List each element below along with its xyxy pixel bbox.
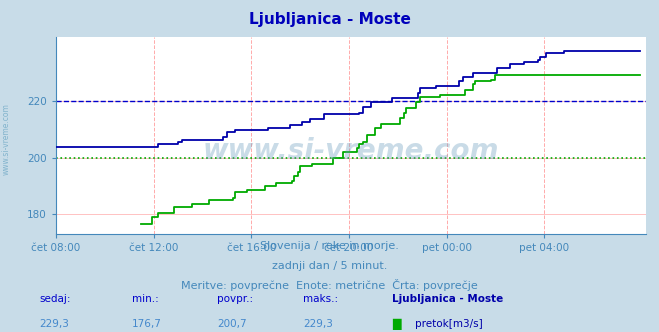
Text: Ljubljanica - Moste: Ljubljanica - Moste: [392, 294, 503, 304]
Text: min.:: min.:: [132, 294, 159, 304]
Text: 176,7: 176,7: [132, 319, 161, 329]
Text: Ljubljanica - Moste: Ljubljanica - Moste: [248, 12, 411, 27]
Text: sedaj:: sedaj:: [40, 294, 71, 304]
Text: pretok[m3/s]: pretok[m3/s]: [415, 319, 483, 329]
Text: maks.:: maks.:: [303, 294, 338, 304]
Text: Slovenija / reke in morje.: Slovenija / reke in morje.: [260, 241, 399, 251]
Text: Meritve: povprečne  Enote: metrične  Črta: povprečje: Meritve: povprečne Enote: metrične Črta:…: [181, 279, 478, 291]
Text: 229,3: 229,3: [40, 319, 69, 329]
Text: povpr.:: povpr.:: [217, 294, 254, 304]
Text: www.si-vreme.com: www.si-vreme.com: [2, 104, 11, 175]
Text: █: █: [392, 319, 401, 330]
Text: www.si-vreme.com: www.si-vreme.com: [203, 137, 499, 165]
Text: 200,7: 200,7: [217, 319, 247, 329]
Text: zadnji dan / 5 minut.: zadnji dan / 5 minut.: [272, 261, 387, 271]
Text: 229,3: 229,3: [303, 319, 333, 329]
